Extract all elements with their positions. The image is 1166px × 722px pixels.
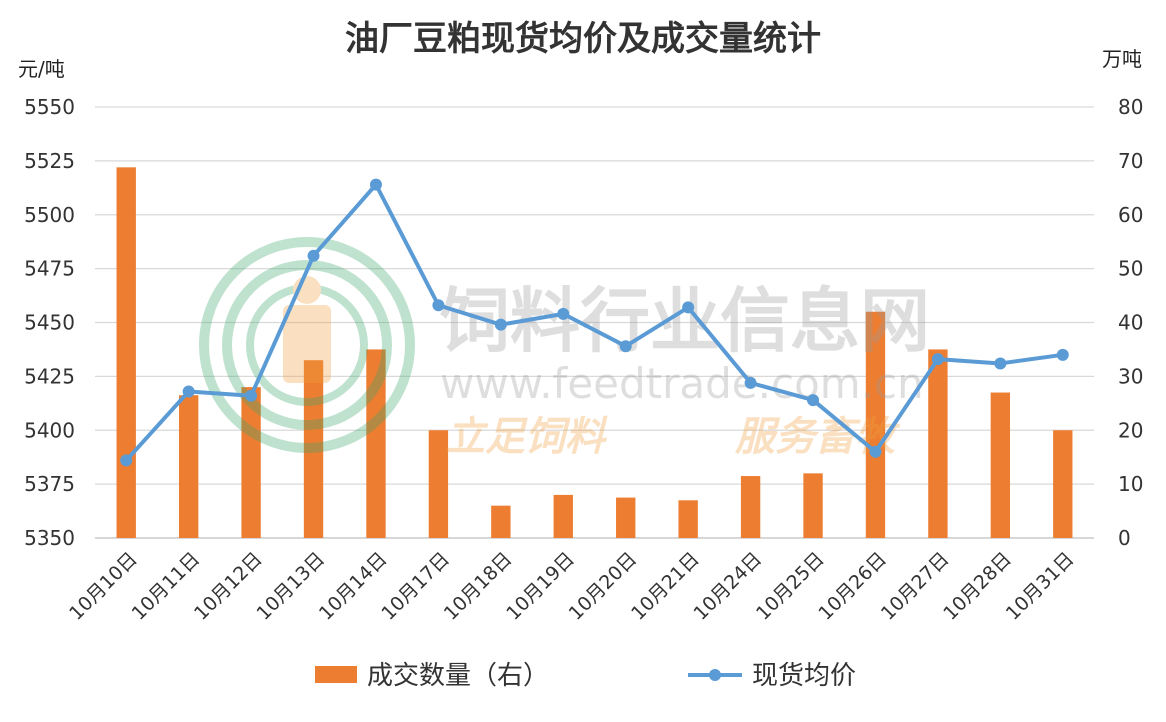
price-point-10 [682, 301, 695, 314]
left-tick-label: 5525 [24, 149, 75, 173]
price-point-12 [807, 394, 820, 407]
bar-15 [990, 392, 1011, 538]
price-point-5 [369, 178, 382, 191]
bar-14 [928, 349, 948, 538]
right-tick-label: 10 [1118, 472, 1143, 496]
price-point-6 [432, 299, 445, 312]
right-tick-label: 0 [1118, 526, 1131, 550]
legend: 成交数量（右） 现货均价 [315, 661, 856, 691]
left-tick-label: 5475 [24, 257, 75, 281]
left-tick-label: 5425 [24, 364, 75, 388]
price-point-11 [744, 376, 757, 389]
watermark-url: www.feedtrade.com.cn [440, 359, 924, 408]
price-point-9 [619, 340, 632, 353]
left-tick-label: 5550 [24, 95, 75, 119]
price-point-1 [120, 454, 133, 467]
price-point-4 [307, 249, 320, 262]
price-point-14 [931, 353, 944, 366]
bar-7 [491, 505, 511, 538]
price-point-16 [1056, 348, 1069, 361]
watermark-slogan-left: 立足饲料 [445, 414, 608, 460]
left-axis-ticks: 5550 5525 5500 5475 5450 5425 5400 5375 5350 [24, 95, 75, 550]
bar-10 [678, 500, 698, 538]
bar-13 [865, 311, 886, 538]
left-tick-label: 5400 [24, 418, 75, 442]
legend-line-marker [709, 669, 721, 681]
chart-title: 油厂豆粕现货均价及成交量统计 [345, 19, 821, 59]
volume-bars [116, 167, 1073, 538]
price-point-8 [557, 307, 570, 320]
right-axis-unit: 万吨 [1102, 47, 1142, 71]
gridlines [95, 106, 1094, 539]
right-tick-label: 80 [1118, 95, 1143, 119]
left-tick-label: 5375 [24, 472, 75, 496]
bar-4 [303, 360, 324, 538]
right-tick-label: 60 [1118, 203, 1143, 227]
price-point-7 [494, 318, 507, 331]
price-point-3 [245, 389, 258, 402]
bar-5 [366, 349, 386, 538]
left-axis-unit: 元/吨 [18, 57, 65, 81]
right-tick-label: 50 [1118, 257, 1143, 281]
left-tick-label: 5500 [24, 203, 75, 227]
right-axis-ticks: 80 70 60 50 40 30 20 10 0 [1118, 95, 1143, 550]
price-line [120, 178, 1069, 467]
price-point-13 [869, 445, 882, 458]
right-tick-label: 20 [1118, 418, 1143, 442]
right-tick-label: 70 [1118, 149, 1143, 173]
legend-bar-label: 成交数量（右） [367, 661, 549, 691]
bar-9 [616, 497, 636, 538]
bar-12 [803, 473, 823, 538]
legend-line-label: 现货均价 [752, 661, 856, 691]
bar-2 [178, 395, 199, 538]
price-point-15 [994, 357, 1007, 370]
bar-8 [553, 494, 573, 538]
bar-16 [1053, 430, 1073, 538]
price-point-2 [182, 385, 195, 398]
price-polyline [124, 182, 1064, 462]
left-tick-label: 5350 [24, 526, 75, 550]
right-tick-label: 40 [1118, 311, 1143, 335]
bar-6 [428, 430, 449, 538]
left-tick-label: 5450 [24, 311, 75, 335]
bar-1 [116, 167, 136, 538]
bar-11 [740, 476, 761, 538]
right-tick-label: 30 [1118, 364, 1143, 388]
legend-bar-swatch [315, 666, 357, 683]
bar-3 [241, 387, 261, 538]
